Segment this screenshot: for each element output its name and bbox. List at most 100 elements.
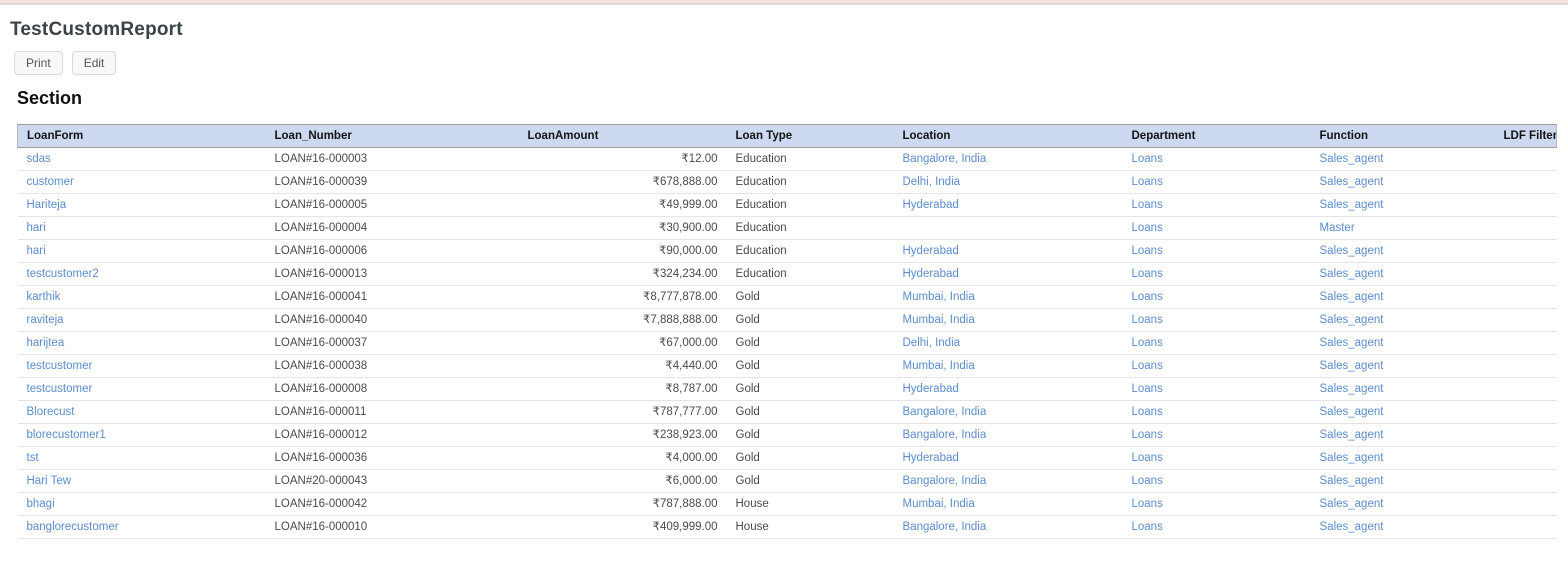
cell-department: Loans xyxy=(1122,239,1311,263)
department-link[interactable]: Loans xyxy=(1131,406,1163,418)
loanform-link[interactable]: customer xyxy=(26,176,74,188)
edit-button[interactable]: Edit xyxy=(71,51,117,75)
function-link[interactable]: Sales_agent xyxy=(1319,176,1384,188)
cell-loanamount: ₹787,888.00 xyxy=(518,492,727,516)
department-link[interactable]: Loans xyxy=(1131,245,1163,257)
loanform-link[interactable]: tst xyxy=(26,452,39,464)
cell-location: Hyderabad xyxy=(893,239,1123,263)
department-link[interactable]: Loans xyxy=(1131,452,1163,464)
function-link[interactable]: Master xyxy=(1319,222,1355,234)
department-link[interactable]: Loans xyxy=(1131,199,1163,211)
department-link[interactable]: Loans xyxy=(1131,291,1163,303)
cell-loan_type: Gold xyxy=(726,423,894,447)
function-link[interactable]: Sales_agent xyxy=(1319,268,1384,280)
location-link[interactable]: Mumbai, India xyxy=(902,498,975,510)
cell-department: Loans xyxy=(1122,354,1311,378)
department-link[interactable]: Loans xyxy=(1131,153,1163,165)
loanform-link[interactable]: Blorecust xyxy=(26,406,75,418)
cell-location: Mumbai, India xyxy=(893,492,1123,516)
department-link[interactable]: Loans xyxy=(1131,498,1163,510)
function-link[interactable]: Sales_agent xyxy=(1319,406,1384,418)
location-link[interactable]: Mumbai, India xyxy=(902,314,975,326)
department-link[interactable]: Loans xyxy=(1131,222,1163,234)
loanform-link[interactable]: sdas xyxy=(26,153,51,165)
cell-function: Sales_agent xyxy=(1310,285,1495,309)
location-link[interactable]: Hyderabad xyxy=(902,268,959,280)
loanform-link[interactable]: Hariteja xyxy=(26,199,67,211)
location-link[interactable]: Bangalore, India xyxy=(902,153,987,165)
department-link[interactable]: Loans xyxy=(1131,360,1163,372)
cell-ldf_filter xyxy=(1494,446,1557,470)
location-link[interactable]: Delhi, India xyxy=(902,337,961,349)
department-link[interactable]: Loans xyxy=(1131,383,1163,395)
function-link[interactable]: Sales_agent xyxy=(1319,498,1384,510)
department-link[interactable]: Loans xyxy=(1131,429,1163,441)
function-link[interactable]: Sales_agent xyxy=(1319,383,1384,395)
location-link[interactable]: Hyderabad xyxy=(902,245,959,257)
function-link[interactable]: Sales_agent xyxy=(1319,429,1384,441)
function-link[interactable]: Sales_agent xyxy=(1319,314,1384,326)
column-header-loan_type: Loan Type xyxy=(726,124,894,148)
loanform-link[interactable]: bhagi xyxy=(26,498,55,510)
cell-loan_number: LOAN#16-000041 xyxy=(265,285,519,309)
cell-loan_number: LOAN#16-000042 xyxy=(265,492,519,516)
function-link[interactable]: Sales_agent xyxy=(1319,245,1384,257)
location-link[interactable]: Bangalore, India xyxy=(902,521,987,533)
cell-loan_type: Gold xyxy=(726,354,894,378)
cell-loanamount: ₹7,888,888.00 xyxy=(518,308,727,332)
cell-location: Bangalore, India xyxy=(893,515,1123,539)
loanform-link[interactable]: harijtea xyxy=(26,337,65,349)
cell-department: Loans xyxy=(1122,170,1311,194)
loanform-link[interactable]: blorecustomer1 xyxy=(26,429,106,441)
location-link[interactable]: Mumbai, India xyxy=(902,360,975,372)
loanform-link[interactable]: banglorecustomer xyxy=(26,521,119,533)
function-link[interactable]: Sales_agent xyxy=(1319,153,1384,165)
department-link[interactable]: Loans xyxy=(1131,521,1163,533)
location-link[interactable]: Bangalore, India xyxy=(902,429,987,441)
location-link[interactable]: Bangalore, India xyxy=(902,475,987,487)
cell-location: Mumbai, India xyxy=(893,308,1123,332)
function-link[interactable]: Sales_agent xyxy=(1319,291,1384,303)
location-link[interactable]: Hyderabad xyxy=(902,383,959,395)
location-link[interactable]: Delhi, India xyxy=(902,176,961,188)
cell-loan_type: Education xyxy=(726,193,894,217)
department-link[interactable]: Loans xyxy=(1131,337,1163,349)
location-link[interactable]: Bangalore, India xyxy=(902,406,987,418)
cell-loan_number: LOAN#16-000010 xyxy=(265,515,519,539)
location-link[interactable]: Hyderabad xyxy=(902,199,959,211)
location-link[interactable]: Mumbai, India xyxy=(902,291,975,303)
cell-function: Sales_agent xyxy=(1310,308,1495,332)
loanform-link[interactable]: hari xyxy=(26,245,46,257)
department-link[interactable]: Loans xyxy=(1131,176,1163,188)
function-link[interactable]: Sales_agent xyxy=(1319,199,1384,211)
loanform-link[interactable]: testcustomer2 xyxy=(26,268,99,280)
report-page: TestCustomReport Print Edit Section Loan… xyxy=(0,18,1568,539)
cell-loan_number: LOAN#16-000037 xyxy=(265,331,519,355)
loanform-link[interactable]: testcustomer xyxy=(26,383,93,395)
loanform-link[interactable]: Hari Tew xyxy=(26,475,72,487)
function-link[interactable]: Sales_agent xyxy=(1319,337,1384,349)
function-link[interactable]: Sales_agent xyxy=(1319,452,1384,464)
cell-loan_type: Education xyxy=(726,147,894,171)
department-link[interactable]: Loans xyxy=(1131,314,1163,326)
cell-loan_number: LOAN#16-000005 xyxy=(265,193,519,217)
department-link[interactable]: Loans xyxy=(1131,475,1163,487)
cell-department: Loans xyxy=(1122,308,1311,332)
table-row: hari LOAN#16-000006 ₹90,000.00 Education Hyd… xyxy=(17,239,1557,263)
loanform-link[interactable]: hari xyxy=(26,222,46,234)
loanform-link[interactable]: testcustomer xyxy=(26,360,93,372)
function-link[interactable]: Sales_agent xyxy=(1319,360,1384,372)
cell-loanform: Hari Tew xyxy=(17,469,266,493)
cell-loan_number: LOAN#16-000040 xyxy=(265,308,519,332)
cell-function: Master xyxy=(1310,216,1495,240)
column-header-department: Department xyxy=(1122,124,1311,148)
department-link[interactable]: Loans xyxy=(1131,268,1163,280)
cell-department: Loans xyxy=(1122,469,1311,493)
function-link[interactable]: Sales_agent xyxy=(1319,521,1384,533)
loanform-link[interactable]: karthik xyxy=(26,291,61,303)
print-button[interactable]: Print xyxy=(14,51,63,75)
loanform-link[interactable]: raviteja xyxy=(26,314,64,326)
location-link[interactable]: Hyderabad xyxy=(902,452,959,464)
function-link[interactable]: Sales_agent xyxy=(1319,475,1384,487)
table-row: testcustomer LOAN#16-000038 ₹4,440.00 Gold M… xyxy=(17,354,1557,378)
